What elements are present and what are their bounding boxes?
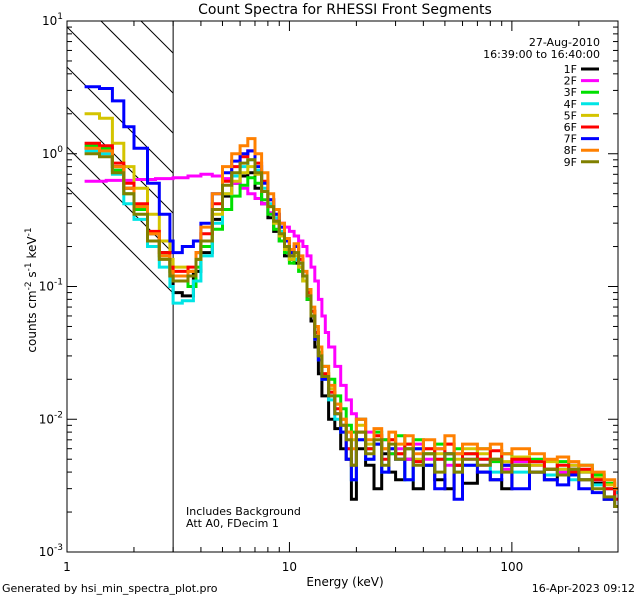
axis-ticks bbox=[66, 20, 619, 553]
hatch-line bbox=[66, 66, 174, 174]
legend-label: 9F bbox=[564, 156, 577, 169]
legend-label: 1F bbox=[564, 63, 577, 76]
x-tick-labels: 1 10 100 bbox=[63, 560, 523, 574]
hatch-line bbox=[100, 20, 174, 94]
y-tick-label: 101 bbox=[42, 12, 63, 28]
x-tick-label: 10 bbox=[282, 560, 297, 574]
x-axis-label: Energy (keV) bbox=[306, 575, 383, 589]
footer-timestamp: 16-Apr-2023 09:12 bbox=[531, 582, 635, 595]
y-tick-label: 10-3 bbox=[39, 543, 63, 559]
footer-generated-by: Generated by hsi_min_spectra_plot.pro bbox=[2, 582, 218, 595]
hatch-line bbox=[66, 106, 174, 214]
hatched-region bbox=[66, 20, 174, 294]
legend-label: 3F bbox=[564, 86, 577, 99]
x-tick-label: 1 bbox=[63, 560, 71, 574]
series-line-9f bbox=[84, 152, 618, 508]
y-tick-label: 100 bbox=[42, 145, 63, 161]
annotation-attenuator: Att A0, FDecim 1 bbox=[186, 517, 279, 530]
y-tick-label: 10-2 bbox=[39, 410, 63, 426]
time-range-text: 16:39:00 to 16:40:00 bbox=[483, 48, 600, 61]
date-text: 27-Aug-2010 bbox=[529, 36, 600, 49]
legend-label: 2F bbox=[564, 75, 577, 88]
legend-label: 7F bbox=[564, 133, 577, 146]
legend-label: 8F bbox=[564, 144, 577, 157]
series-lines bbox=[84, 85, 618, 508]
y-axis-label: counts cm-2 s-1 keV-1 bbox=[24, 227, 39, 352]
legend-label: 4F bbox=[564, 98, 577, 111]
hatch-line bbox=[66, 146, 174, 254]
x-tick-label: 100 bbox=[500, 560, 523, 574]
hatch-line bbox=[66, 186, 174, 294]
annotation-background: Includes Background bbox=[186, 505, 301, 518]
legend-label: 6F bbox=[564, 121, 577, 134]
series-line-8f bbox=[84, 137, 618, 491]
hatch-line bbox=[66, 26, 174, 134]
legend-label: 5F bbox=[564, 109, 577, 122]
y-tick-labels: 10-3 10-2 10-1 100 101 bbox=[39, 12, 64, 559]
y-tick-label: 10-1 bbox=[39, 278, 63, 294]
chart-title: Count Spectra for RHESSI Front Segments bbox=[198, 2, 492, 18]
hatch-line bbox=[140, 20, 174, 54]
